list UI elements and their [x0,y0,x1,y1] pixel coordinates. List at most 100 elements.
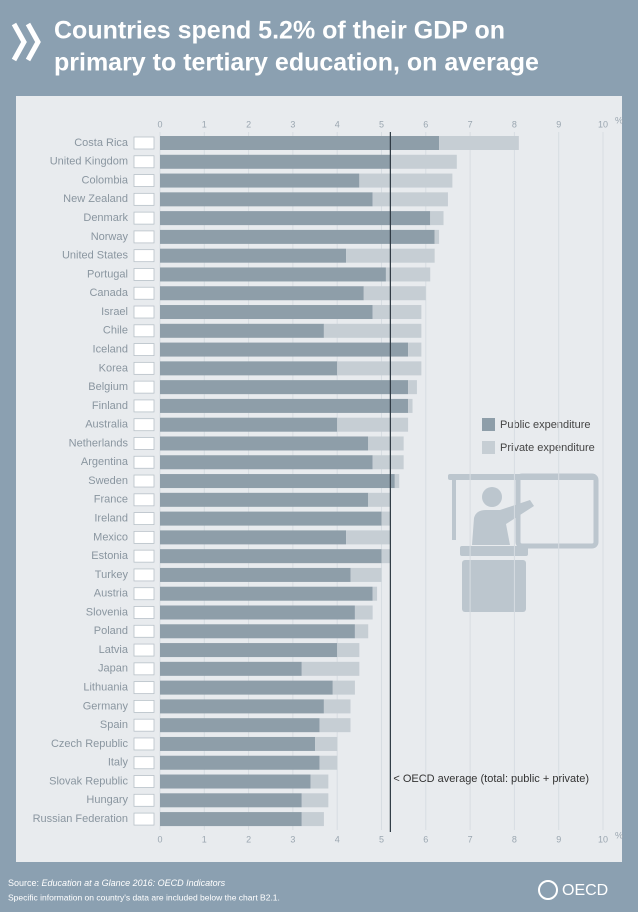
x-tick-label: 6 [423,119,428,129]
x-tick-label: 10 [598,834,608,844]
bar-segment [368,436,404,451]
bar-segment [354,605,373,620]
bar-segment [160,793,302,808]
bar-segment [160,605,355,620]
category-label: Denmark [83,212,128,224]
bar-segment [319,755,338,770]
legend-label: Public expenditure [500,419,591,431]
category-label: Norway [91,231,129,243]
bar-segment [160,492,369,507]
bar-segment [160,474,395,489]
bar-segment [346,530,391,545]
x-tick-label: 5 [379,834,384,844]
flag [133,493,155,507]
bar-segment [160,549,382,564]
bar-segment [359,173,453,188]
bar-segment [381,511,391,526]
bar-segment [160,812,302,827]
bar-segment [323,699,351,714]
flag [133,530,155,544]
x-tick-label: 10 [598,119,608,129]
bar-segment [354,624,369,639]
bar-segment [160,718,320,733]
flag [133,549,155,563]
bar-segment [160,305,373,320]
bar-segment [160,436,369,451]
bar-segment [385,267,431,282]
x-tick-label: 4 [335,119,340,129]
bar-segment [160,530,347,545]
flag [133,662,155,676]
x-tick-label: 1 [202,834,207,844]
x-tick-label: 2 [246,119,251,129]
annotation: < OECD average (total: public + private) [393,773,589,785]
category-label: Mexico [93,531,128,543]
bar-segment [368,492,391,507]
source: Education at a Glance 2016: OECD Indicat… [42,878,226,888]
bar-segment [160,755,320,770]
bar-segment [160,267,386,282]
category-label: Iceland [93,343,128,355]
category-label: Russian Federation [33,813,128,825]
category-label: Colombia [82,174,129,186]
category-label: France [94,494,128,506]
flag [133,249,155,263]
bar-segment [160,417,338,432]
flag [133,624,155,638]
bar-segment [372,586,378,601]
title-line: primary to tertiary education, on averag… [54,49,539,77]
category-label: Costa Rica [74,137,129,149]
category-label: Lithuania [83,682,129,694]
flag [133,286,155,300]
category-label: Austria [94,588,129,600]
category-label: Turkey [95,569,129,581]
bar-segment [160,286,364,301]
bar-segment [160,699,324,714]
category-label: United Kingdom [50,156,128,168]
bar-segment [315,736,338,751]
x-unit: % [615,115,623,125]
x-tick-label: 0 [157,834,162,844]
oecd-logo: OECD [562,882,608,899]
bar-segment [160,455,373,470]
category-label: Canada [89,287,128,299]
flag [133,230,155,244]
bar-segment [160,229,435,244]
bar-segment [381,549,391,564]
flag [133,681,155,695]
bar-segment [337,417,409,432]
bar-segment [301,812,324,827]
bar-segment [434,229,440,244]
flag [133,455,155,469]
category-label: Australia [85,419,129,431]
category-label: Spain [100,719,128,731]
category-label: Korea [99,362,129,374]
flag [133,305,155,319]
category-label: Slovenia [86,606,129,618]
flag [133,812,155,826]
flag [133,324,155,338]
bar-segment [160,192,373,207]
x-tick-label: 3 [290,119,295,129]
flag [133,474,155,488]
flag [133,343,155,356]
legend-swatch [482,441,495,454]
bar-segment [372,192,448,207]
bar-segment [160,211,431,226]
bar-segment [160,736,316,751]
bar-segment [160,661,302,676]
category-label: Ireland [94,513,128,525]
bar-segment [337,361,422,376]
bar-segment [160,680,333,695]
flag [133,587,155,601]
flag [133,643,155,657]
flag [133,512,155,525]
category-label: Poland [94,625,128,637]
x-tick-label: 5 [379,119,384,129]
category-label: Hungary [86,794,128,806]
category-label: Belgium [88,381,128,393]
category-label: Argentina [81,456,129,468]
bar-segment [160,567,351,582]
bar-segment [323,323,422,338]
